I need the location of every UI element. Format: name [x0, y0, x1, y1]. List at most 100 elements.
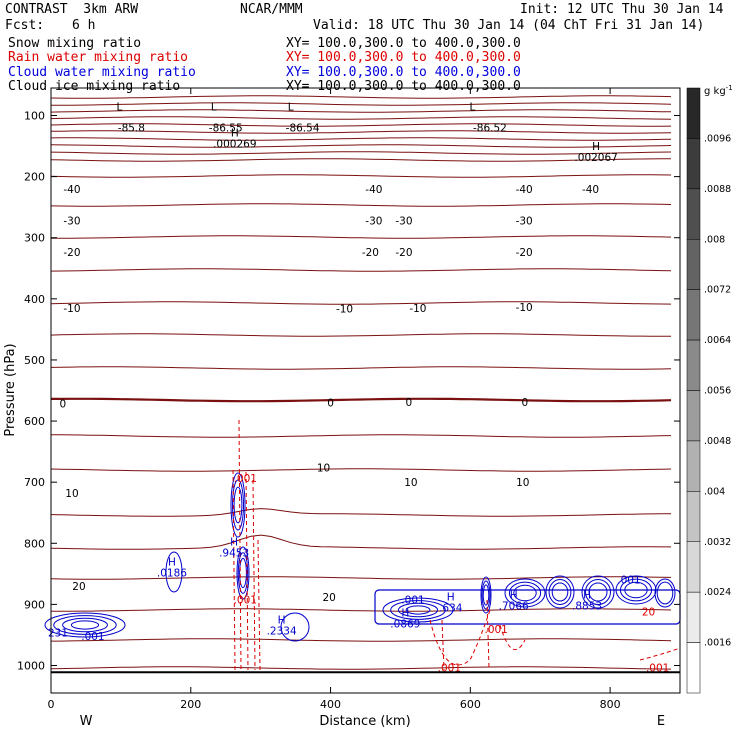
temperature-contour: [50, 158, 671, 162]
colorbar-tick-label: .004: [704, 486, 725, 497]
y-tick-label: 300: [24, 232, 45, 245]
extremum-label-value: .000269: [213, 139, 256, 151]
y-tick-label: 400: [24, 293, 45, 306]
temperature-contour: [51, 235, 672, 239]
colorbar-tick-label: .0072: [704, 285, 731, 296]
temperature-contour: [50, 203, 672, 207]
legend-rain-name: Rain water mixing ratio: [8, 50, 189, 65]
temperature-label: -85.8: [118, 123, 145, 135]
valid-time: Valid: 18 UTC Thu 30 Jan 14 (04 ChT Fri …: [313, 18, 705, 33]
legend-cloud-water-xy: XY= 100.0,300.0 to 400.0,300.0: [286, 65, 521, 80]
x-tick-label: 0: [48, 698, 55, 711]
x-tick-label: 400: [320, 698, 341, 711]
temperature-label: 10: [516, 477, 529, 489]
temperature-contour: [50, 130, 672, 134]
colorbar-tick-label: .0032: [704, 537, 731, 548]
x-axis-label: Distance (km): [319, 714, 410, 729]
x-tick-label: 800: [600, 698, 621, 711]
y-tick-label: 700: [24, 476, 45, 489]
temperature-label: 0: [405, 397, 412, 409]
cloud-water-label: .001: [81, 631, 104, 643]
cloud-water-label: H: [401, 607, 409, 619]
x-tick-label: 200: [180, 698, 201, 711]
cloud-water-label: H: [168, 557, 176, 569]
temperature-label: -10: [516, 302, 533, 314]
cloud-water-contour: [53, 615, 117, 635]
temperature-contour: [50, 366, 672, 370]
temperature-contour: [50, 666, 672, 670]
colorbar-box: [686, 188, 701, 240]
y-tick-label: 800: [24, 537, 45, 550]
cloud-water-label-value: .7066: [499, 601, 529, 613]
colorbar-box: [686, 390, 701, 442]
cloud-water-contour: [280, 612, 310, 642]
colorbar-tick-label: .0048: [704, 436, 731, 447]
colorbar-tick-label: .0056: [704, 386, 731, 397]
rain-water-label: .001: [484, 624, 507, 636]
rain-water-contours: [232, 419, 681, 671]
y-tick-label: 900: [24, 598, 45, 611]
temperature-label: -20: [63, 247, 80, 259]
extremum-label: L: [288, 101, 294, 113]
cloud-water-contour: [382, 597, 454, 623]
legend-snow-name: Snow mixing ratio: [8, 36, 142, 51]
temperature-contour: [50, 144, 672, 148]
extremum-label: L: [470, 101, 476, 113]
legend-cloud-ice-xy: XY= 100.0,300.0 to 400.0,300.0: [286, 79, 521, 94]
y-tick-label: 100: [24, 110, 45, 123]
legend-cloud-water-name: Cloud water mixing ratio: [8, 65, 196, 80]
cloud-water-contour: [513, 584, 537, 602]
cloud-water-label: H: [447, 591, 455, 603]
colorbar-box: [686, 138, 701, 190]
temperature-contour: [50, 137, 672, 141]
temperature-label: -86.55: [209, 123, 243, 135]
temperature-label: -40: [582, 184, 599, 196]
temperature-label: 10: [404, 477, 417, 489]
cloud-water-contour: [390, 600, 446, 620]
cloud-water-contours: [44, 472, 681, 642]
rain-water-contour: [257, 539, 261, 671]
cloud-water-contour: [165, 551, 183, 593]
cloud-water-label-value: .0186: [157, 568, 187, 580]
colorbar-tick-label: .0064: [704, 335, 731, 346]
cloud-water-label: .001: [401, 595, 424, 607]
y-tick-label: 1000: [17, 660, 45, 673]
extremum-label-value: .002067: [574, 152, 617, 164]
cloud-water-contour: [481, 580, 491, 610]
cloud-water-contour: [405, 605, 431, 615]
colorbar-tick-label: .008: [704, 234, 725, 245]
colorbar-tick-label: .0016: [704, 638, 731, 649]
temperature-label: -30: [63, 216, 80, 228]
temperature-label: -30: [395, 216, 412, 228]
temperature-contour: [51, 638, 672, 642]
rain-water-contour: [441, 619, 445, 671]
west-label: W: [80, 714, 93, 729]
cloud-water-contour: [397, 602, 439, 618]
colorbar-box: [686, 642, 701, 694]
cloud-water-contour: [548, 579, 572, 605]
temperature-contour: [50, 123, 672, 127]
temperature-contour: [51, 434, 672, 438]
temperature-label: 20: [72, 581, 85, 593]
temperature-contour: [50, 534, 671, 550]
cloud-water-label: H: [510, 590, 518, 602]
temperature-label: -20: [395, 247, 412, 259]
rain-water-contour: [429, 609, 491, 666]
cloud-water-contour: [504, 578, 546, 608]
temperature-label: 0: [522, 397, 529, 409]
temperature-contour: [51, 608, 672, 612]
temperature-contour: [50, 116, 672, 120]
temperature-contour: [50, 109, 672, 113]
temperature-contour: [51, 102, 672, 106]
temperature-label: -40: [63, 184, 80, 196]
cloud-water-label-value: .2334: [267, 626, 297, 638]
cloud-water-contour: [551, 582, 569, 602]
colorbar-box: [686, 440, 701, 492]
colorbar-box: [686, 289, 701, 341]
rain-water-contour: [245, 471, 249, 671]
temperature-label: -20: [362, 247, 379, 259]
org-label: NCAR/MMM: [240, 2, 303, 17]
colorbar-box: [686, 87, 701, 139]
colorbar-tick-label: .0096: [704, 133, 731, 144]
